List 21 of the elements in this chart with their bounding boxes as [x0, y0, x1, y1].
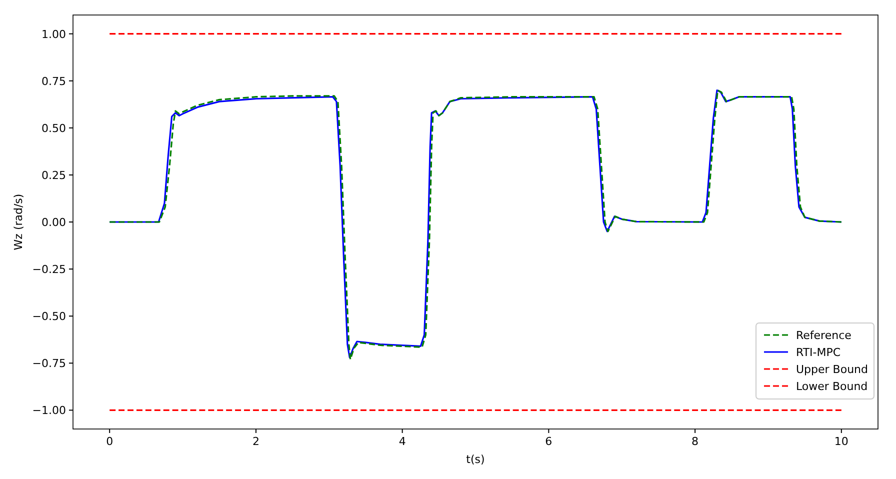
y-axis-title: Wz (rad/s) — [12, 194, 25, 250]
y-tick-label: −0.75 — [32, 357, 66, 370]
x-axis-title: t(s) — [466, 453, 485, 466]
legend-label: Upper Bound — [796, 363, 868, 376]
y-tick-label: −0.25 — [32, 263, 66, 276]
y-tick-label: 1.00 — [42, 28, 66, 41]
y-tick-label: −1.00 — [32, 404, 66, 418]
x-tick-label: 10 — [834, 435, 848, 448]
y-tick-label: 0.50 — [42, 122, 66, 135]
legend-label: Reference — [796, 329, 852, 342]
y-tick-label: 0.75 — [42, 74, 66, 88]
legend-label: Lower Bound — [796, 380, 868, 393]
x-tick-label: 6 — [545, 435, 552, 448]
legend-label: RTI-MPC — [796, 346, 841, 359]
x-tick-label: 8 — [692, 435, 699, 448]
y-tick-label: −0.50 — [32, 310, 66, 324]
y-tick-label: 0.25 — [42, 168, 66, 182]
x-tick-label: 2 — [252, 435, 260, 448]
x-tick-label: 4 — [398, 435, 406, 448]
x-tick-label: 0 — [106, 435, 114, 448]
y-tick-label: 0.00 — [42, 216, 66, 229]
